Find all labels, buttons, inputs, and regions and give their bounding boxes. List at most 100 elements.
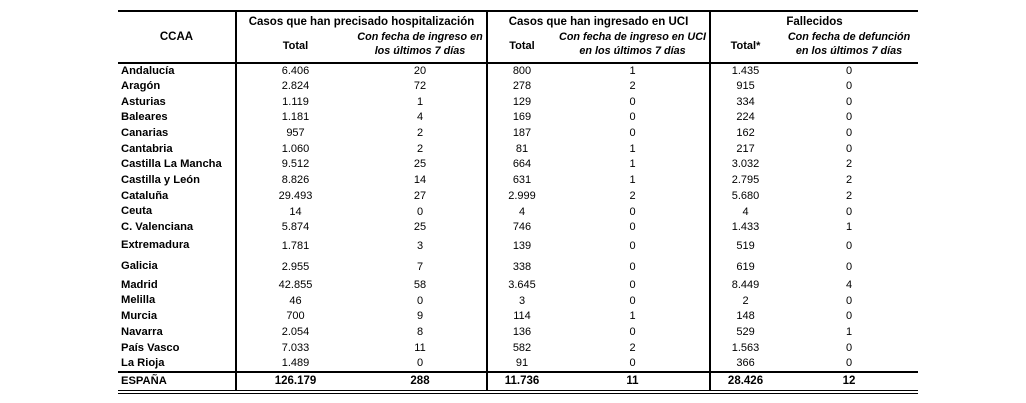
hosp-7d-cell: 72 (413, 80, 427, 93)
ccaa-name-cell: Navarra (121, 325, 163, 338)
uci-7d-cell: 0 (629, 325, 636, 338)
uci-total-cell: 139 (486, 235, 556, 257)
table-row: Aragón 2.824 72 278 2 915 0 (118, 78, 918, 95)
total-hosp-7d-cell: 288 (354, 370, 487, 394)
table-row: Canarias 957 2 187 0 162 0 (118, 125, 918, 142)
fall-7d-cell: 2 (845, 174, 853, 187)
hosp-7d-cell: 2 (416, 142, 424, 155)
group-header-row: CCAA Casos que han precisado hospitaliza… (118, 11, 919, 64)
fall-total-cell: 366 (709, 356, 781, 372)
ccaa-name-cell: Ceuta (121, 205, 153, 218)
hosp-total-cell: 14 (235, 204, 354, 220)
fall-total-cell: 2.795 (709, 172, 781, 189)
hosp-total-cell: 2.955 (235, 256, 354, 278)
fall-total-cell: 2 (709, 293, 781, 309)
uci-total-cell: 582 (486, 340, 556, 356)
hosp-total-cell: 9.512 (235, 157, 354, 173)
fall-7d-cell: 0 (845, 64, 853, 77)
column-header-ccaa: CCAA (118, 11, 236, 64)
group-header-fallecidos: Fallecidos (709, 11, 919, 29)
hosp-7d-cell: 7 (416, 260, 424, 273)
table-header: CCAA Casos que han precisado hospitaliza… (118, 11, 919, 64)
table-row: Baleares 1.181 4 169 0 224 0 (118, 110, 918, 126)
fall-7d-cell: 0 (845, 356, 853, 369)
hosp-total-cell: 8.826 (235, 172, 354, 189)
uci-7d-cell: 0 (629, 260, 636, 273)
uci-7d-cell: 1 (629, 64, 636, 77)
table-row: La Rioja 1.489 0 91 0 366 0 (118, 356, 918, 372)
hosp-total-cell: 6.406 (235, 63, 354, 79)
uci-7d-cell: 0 (629, 239, 636, 252)
uci-total-cell: 114 (486, 308, 556, 325)
fall-total-cell: 3.032 (709, 157, 781, 173)
fall-total-cell: 334 (709, 94, 781, 111)
hosp-total-cell: 46 (235, 293, 354, 309)
uci-total-cell: 746 (486, 219, 556, 236)
uci-total-cell: 81 (486, 141, 556, 158)
uci-total-cell: 3 (486, 293, 556, 309)
fall-total-cell: 224 (709, 110, 781, 126)
fall-7d-cell: 0 (845, 260, 853, 273)
fall-7d-cell: 0 (845, 310, 853, 323)
hosp-7d-cell: 0 (416, 356, 424, 369)
uci-7d-cell: 2 (629, 189, 636, 202)
total-row-label: ESPAÑA (118, 370, 236, 394)
fall-7d-cell: 0 (845, 142, 853, 155)
ccaa-name-cell: Andalucía (121, 64, 175, 77)
ccaa-name-cell: Murcia (121, 310, 158, 323)
fall-7d-cell: 0 (845, 341, 853, 354)
ccaa-name-cell: País Vasco (121, 341, 180, 354)
hosp-total-cell: 1.060 (235, 141, 354, 158)
group-header-hospitalizacion: Casos que han precisado hospitalización (235, 11, 487, 29)
column-header-fall-7d: Con fecha de defunción en los últimos 7 … (780, 29, 919, 64)
uci-total-cell: 3.645 (486, 277, 556, 294)
total-uci-total-cell: 11.736 (486, 370, 556, 394)
ccaa-name-cell: Extremadura (121, 239, 190, 252)
table-row: Cantabria 1.060 2 81 1 217 0 (118, 141, 918, 158)
ccaa-name-cell: Madrid (121, 278, 158, 291)
uci-total-cell: 169 (486, 110, 556, 126)
table-body: Andalucía 6.406 20 800 1 1.435 0 Aragón … (118, 63, 918, 372)
fall-total-cell: 162 (709, 125, 781, 142)
column-header-hosp-total: Total (235, 29, 354, 64)
hosp-7d-cell: 2 (416, 127, 424, 140)
hosp-7d-cell: 0 (416, 294, 424, 307)
hosp-7d-cell: 14 (413, 174, 427, 187)
hosp-total-cell: 700 (235, 308, 354, 325)
uci-7d-cell: 0 (629, 95, 636, 108)
hosp-7d-cell: 1 (416, 95, 424, 108)
uci-7d-cell: 0 (629, 356, 636, 369)
ccaa-name-cell: Melilla (121, 294, 156, 307)
hosp-total-cell: 1.119 (235, 94, 354, 111)
uci-7d-cell: 0 (629, 294, 636, 307)
hosp-total-cell: 1.781 (235, 235, 354, 257)
uci-total-cell: 91 (486, 356, 556, 372)
hosp-total-cell: 2.824 (235, 78, 354, 95)
total-fall-total-cell: 28.426 (709, 370, 781, 394)
uci-7d-cell: 1 (629, 158, 636, 171)
fall-7d-cell: 2 (845, 158, 853, 171)
ccaa-name-cell: Asturias (121, 95, 166, 108)
uci-7d-cell: 1 (629, 142, 636, 155)
hosp-7d-cell: 20 (413, 64, 427, 77)
fall-total-cell: 529 (709, 324, 781, 341)
uci-total-cell: 338 (486, 256, 556, 278)
table-row: Extremadura 1.781 3 139 0 519 0 (118, 235, 918, 257)
uci-total-cell: 800 (486, 63, 556, 79)
table-row: C. Valenciana 5.874 25 746 0 1.433 1 (118, 219, 918, 236)
fall-total-cell: 619 (709, 256, 781, 278)
uci-total-cell: 631 (486, 172, 556, 189)
ccaa-name-cell: Castilla La Mancha (121, 158, 222, 171)
fall-7d-cell: 0 (845, 294, 853, 307)
table-row: Melilla 46 0 3 0 2 0 (118, 293, 918, 309)
fall-total-cell: 217 (709, 141, 781, 158)
fall-total-cell: 915 (709, 78, 781, 95)
table-row: Cataluña 29.493 27 2.999 2 5.680 2 (118, 188, 918, 205)
hosp-7d-cell: 11 (414, 341, 426, 354)
fall-total-cell: 1.433 (709, 219, 781, 236)
ccaa-name-cell: Baleares (121, 111, 168, 124)
uci-7d-cell: 1 (629, 174, 636, 187)
hosp-7d-cell: 58 (413, 278, 427, 291)
table-row: Murcia 700 9 114 1 148 0 (118, 308, 918, 325)
ccaa-name-cell: Castilla y León (121, 174, 200, 187)
